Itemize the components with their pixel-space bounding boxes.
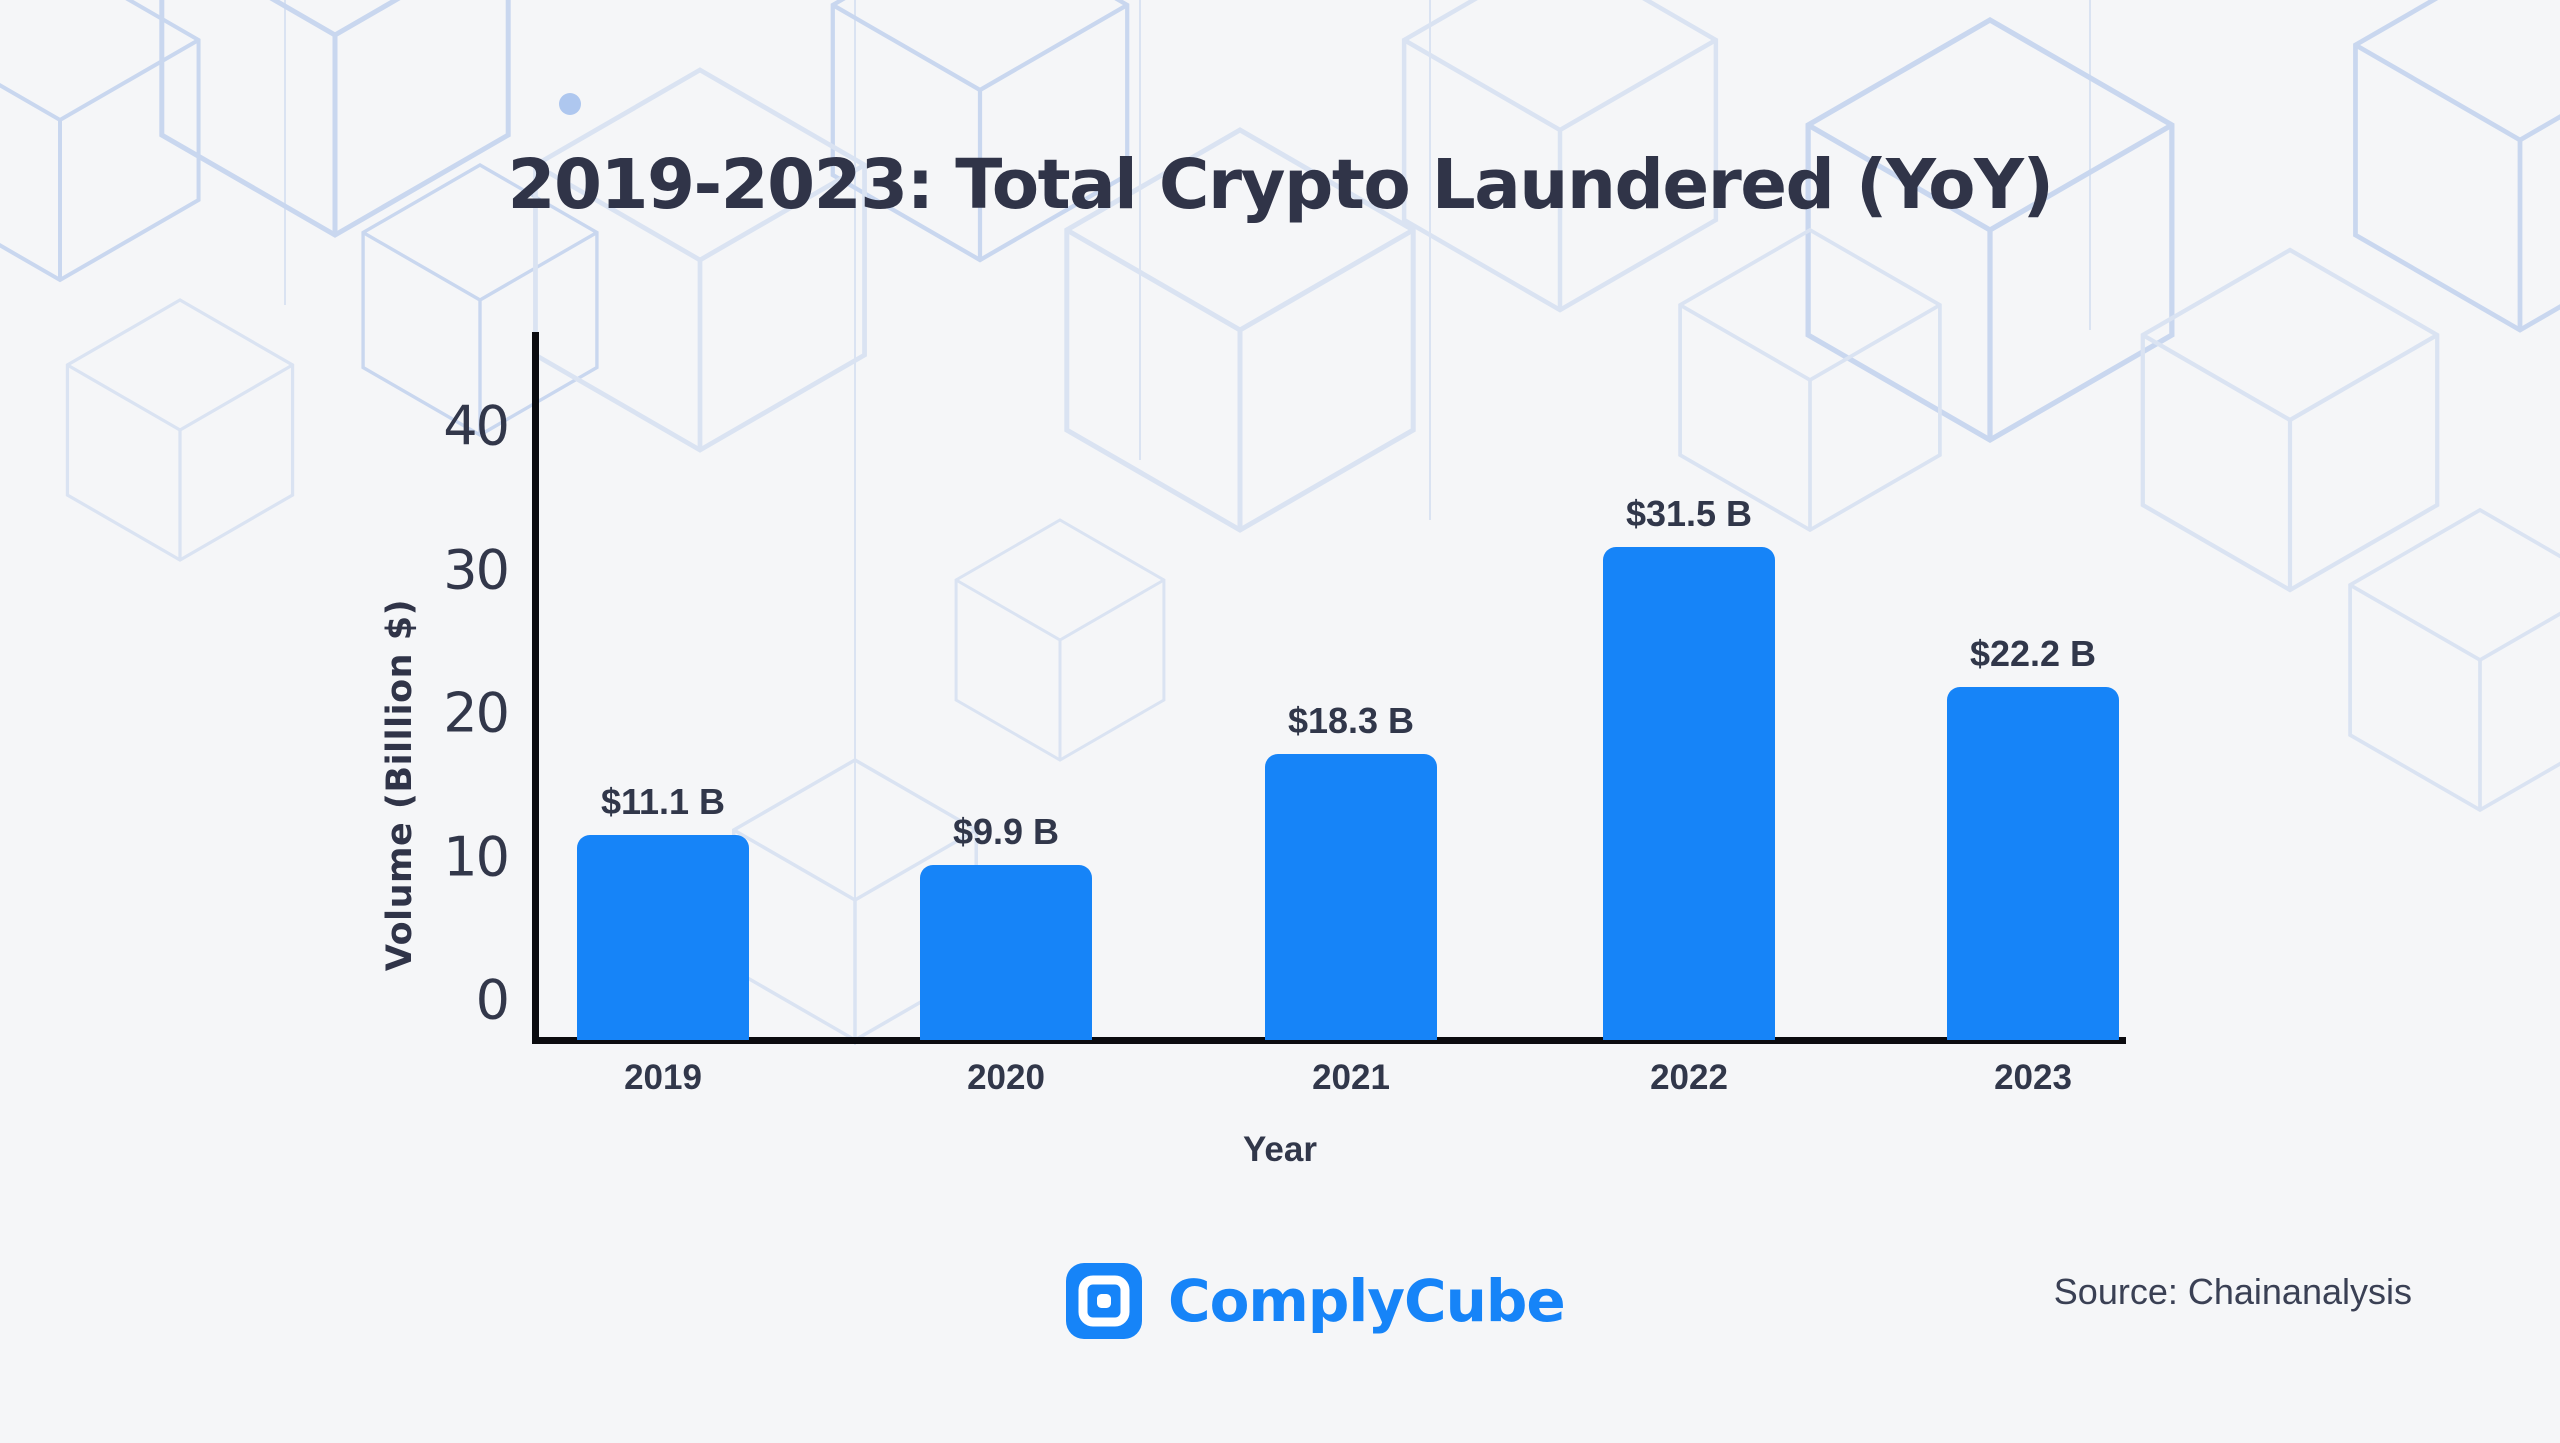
bar-value-label: $31.5 B bbox=[1625, 493, 1753, 534]
complycube-logo-text: ComplyCube bbox=[1168, 1267, 1566, 1335]
chart-title: 2019-2023: Total Crypto Laundered (YoY) bbox=[507, 145, 2054, 225]
bar-value-label: $11.1 B bbox=[600, 781, 726, 822]
y-tick-label: 20 bbox=[443, 681, 510, 745]
bar-2019 bbox=[577, 835, 749, 1040]
x-tick-label-2019: 2019 bbox=[624, 1058, 702, 1097]
bar-2020 bbox=[920, 865, 1092, 1040]
x-tick-label-2020: 2020 bbox=[967, 1058, 1045, 1097]
y-tick-label: 40 bbox=[443, 394, 510, 458]
source-attribution: Source: Chainanalysis bbox=[2053, 1271, 2412, 1312]
y-axis-label: Volume (Billlion $) bbox=[380, 598, 420, 972]
y-axis-line bbox=[532, 332, 539, 1044]
x-tick-label-2023: 2023 bbox=[1994, 1058, 2072, 1097]
bar-2022 bbox=[1603, 547, 1775, 1040]
bar-value-label: $22.2 B bbox=[1969, 633, 2097, 674]
complycube-logo-icon bbox=[1066, 1263, 1142, 1339]
bar-value-label: $9.9 B bbox=[952, 811, 1060, 852]
bar-value-label: $18.3 B bbox=[1287, 700, 1415, 741]
bar-2023 bbox=[1947, 687, 2119, 1040]
bar-2021 bbox=[1265, 754, 1437, 1040]
x-tick-label-2021: 2021 bbox=[1312, 1058, 1390, 1097]
y-tick-label: 10 bbox=[443, 825, 510, 888]
x-axis-line bbox=[532, 1037, 2126, 1044]
y-tick-label: 30 bbox=[443, 538, 510, 601]
x-tick-label-2022: 2022 bbox=[1650, 1058, 1728, 1097]
pattern-dot bbox=[559, 93, 581, 115]
y-tick-label: 0 bbox=[475, 968, 510, 1032]
complycube-logo: ComplyCube bbox=[1066, 1263, 1566, 1339]
x-axis-title: Year bbox=[1243, 1130, 1317, 1169]
